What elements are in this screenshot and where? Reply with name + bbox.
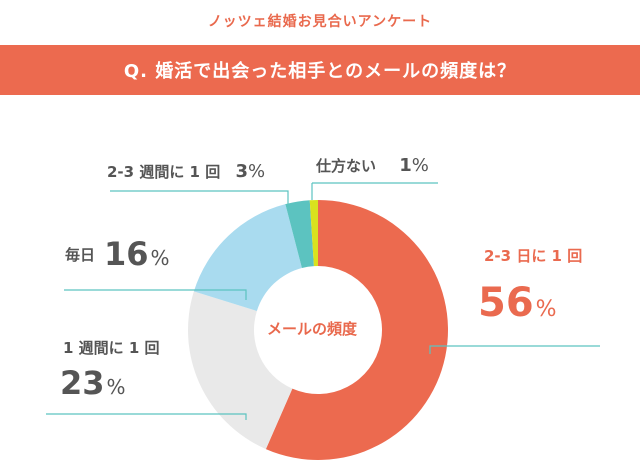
- value-none: 1%: [399, 155, 429, 176]
- value-2-3-weeks: 3%: [235, 161, 265, 182]
- pie-slice-0: [265, 200, 448, 461]
- pie-slice-4: [309, 200, 318, 267]
- pie-slice-2: [193, 204, 302, 311]
- leader-line-3: [110, 190, 289, 206]
- value-daily: 16%: [104, 238, 170, 270]
- value-daily-unit: %: [150, 246, 170, 270]
- value-daily-number: 16: [104, 235, 149, 273]
- leader-line-1: [64, 289, 247, 300]
- value-1-week-unit: %: [106, 375, 126, 399]
- label-none: 仕方ない 1%: [316, 157, 429, 175]
- label-2-3-weeks-text: 2-3 週間に 1 回: [107, 163, 221, 181]
- question-banner: Q. 婚活で出会った相手とのメールの頻度は？: [0, 45, 640, 95]
- value-none-unit: %: [411, 155, 429, 176]
- survey-title: ノッツェ結婚お見合いアンケート: [207, 14, 433, 30]
- value-2-3-days-number: 56: [478, 280, 534, 326]
- value-1-week-number: 23: [60, 364, 105, 402]
- value-2-3-weeks-number: 3: [235, 161, 248, 182]
- pie-slice-1: [188, 291, 293, 450]
- leader-line-2: [46, 413, 247, 420]
- label-2-3-days: 2-3 日に 1 回: [484, 247, 583, 265]
- label-daily: 毎日: [65, 246, 96, 264]
- value-1-week: 23%: [60, 367, 126, 399]
- label-2-3-weeks: 2-3 週間に 1 回 3%: [107, 163, 265, 181]
- chart-center-label: メールの頻度: [266, 320, 357, 338]
- value-2-3-weeks-unit: %: [247, 161, 266, 182]
- value-2-3-days: 56%: [478, 283, 557, 323]
- value-2-3-days-unit: %: [535, 297, 557, 322]
- question-text: Q. 婚活で出会った相手とのメールの頻度は？: [123, 61, 517, 82]
- leader-line-0: [429, 345, 600, 354]
- pie-slice-3: [285, 200, 314, 269]
- value-none-number: 1: [399, 155, 412, 176]
- label-none-text: 仕方ない: [316, 157, 377, 175]
- label-1-week: 1 週間に 1 回: [63, 339, 160, 357]
